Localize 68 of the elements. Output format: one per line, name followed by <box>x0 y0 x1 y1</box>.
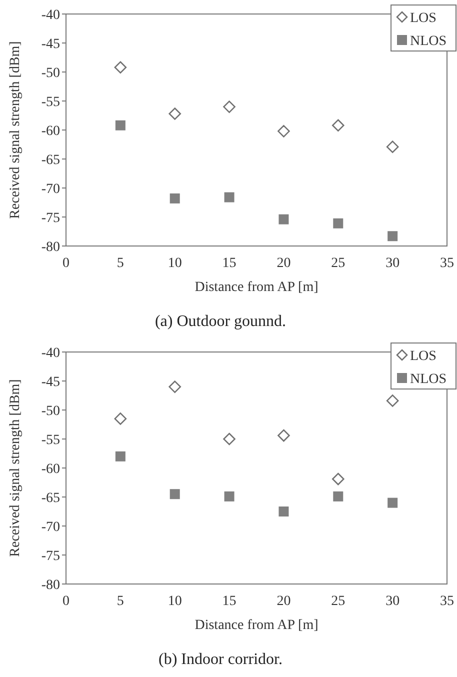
point <box>278 125 290 138</box>
y-tick-label: -65 <box>41 152 60 168</box>
point <box>278 214 289 224</box>
point <box>386 394 399 407</box>
x-tick-label: 20 <box>276 594 291 609</box>
y-tick-label: -70 <box>41 182 60 197</box>
x-tick-label: 30 <box>386 256 400 271</box>
x-axis-title: Distance from AP [m] <box>194 618 318 633</box>
point <box>333 491 344 502</box>
legend-label: LOS <box>410 348 436 364</box>
point <box>115 451 126 462</box>
y-tick-label: -60 <box>41 124 60 139</box>
x-axis-title: Distance from AP [m] <box>194 280 318 295</box>
point <box>114 61 127 74</box>
point <box>388 231 398 242</box>
point <box>170 489 180 500</box>
point <box>170 193 180 204</box>
y-tick-label: -50 <box>41 404 60 419</box>
y-tick-label: -75 <box>41 548 60 564</box>
x-tick-label: 0 <box>62 256 70 271</box>
x-tick-label: 15 <box>222 256 236 271</box>
text: (a) Outdoor gounnd. <box>154 313 286 330</box>
point <box>168 380 182 393</box>
y-axis-title: Received signal strength [dBm] <box>8 41 23 219</box>
point <box>333 218 344 228</box>
y-tick-label: -80 <box>41 578 60 593</box>
point <box>224 192 234 202</box>
x-tick-label: 5 <box>116 594 124 609</box>
point <box>223 100 236 113</box>
y-tick-label: -75 <box>41 210 60 226</box>
point <box>223 432 236 446</box>
point <box>388 498 398 508</box>
point <box>386 140 399 153</box>
y-tick-label: -45 <box>41 36 60 52</box>
point <box>332 119 344 132</box>
y-tick-label: -60 <box>41 462 60 477</box>
y-tick-label: -55 <box>41 94 60 110</box>
x-tick-label: 35 <box>440 594 454 609</box>
legend-label: NLOS <box>410 372 447 387</box>
y-tick-label: -55 <box>41 432 60 448</box>
x-tick-label: 5 <box>116 256 124 271</box>
x-tick-label: 25 <box>331 256 346 271</box>
point <box>278 429 290 442</box>
y-tick-label: -40 <box>41 8 60 23</box>
legend-label: NLOS <box>410 34 447 49</box>
point <box>168 108 182 120</box>
y-axis-title: Received signal strength [dBm] <box>8 379 23 557</box>
x-tick-label: 10 <box>168 256 182 271</box>
x-tick-label: 35 <box>440 256 454 271</box>
x-tick-label: 30 <box>386 594 400 609</box>
x-tick-label: 0 <box>62 594 70 609</box>
point <box>224 491 234 502</box>
y-tick-label: -80 <box>41 240 60 255</box>
y-tick-label: -40 <box>41 346 60 361</box>
point <box>278 506 289 516</box>
point <box>332 472 344 486</box>
x-tick-label: 25 <box>331 594 346 609</box>
x-tick-label: 10 <box>168 594 182 609</box>
y-tick-label: -65 <box>41 490 60 506</box>
text: (b) Indoor corridor. <box>158 651 282 668</box>
y-tick-label: -45 <box>41 374 60 390</box>
x-tick-label: 15 <box>222 594 236 609</box>
point <box>114 412 127 425</box>
point <box>115 120 126 130</box>
y-tick-label: -50 <box>41 66 60 81</box>
x-tick-label: 20 <box>276 256 291 271</box>
legend-label: LOS <box>410 10 436 26</box>
y-tick-label: -70 <box>41 520 60 535</box>
